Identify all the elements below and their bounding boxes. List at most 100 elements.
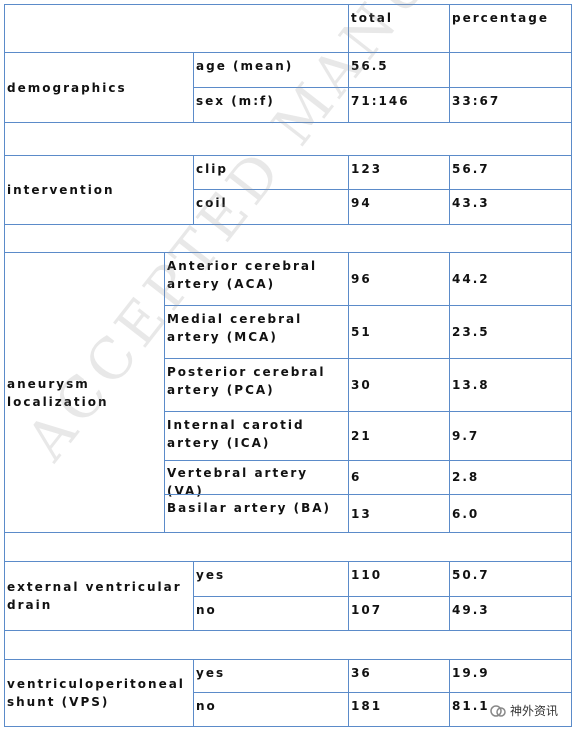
total: 30 bbox=[348, 358, 450, 412]
total: 110 bbox=[348, 561, 450, 597]
percentage: 81.1 bbox=[449, 692, 572, 727]
percentage-text: 81.1 bbox=[452, 699, 490, 713]
total-text: 107 bbox=[351, 603, 383, 617]
row-label: no bbox=[193, 596, 349, 631]
section-label-text: intervention bbox=[7, 183, 115, 197]
total: 181 bbox=[348, 692, 450, 727]
total-text: 110 bbox=[351, 568, 383, 582]
row-label-text: yes bbox=[196, 568, 226, 582]
percentage: 19.9 bbox=[449, 659, 572, 693]
section-label: intervention bbox=[4, 155, 194, 225]
section-label: demographics bbox=[4, 52, 194, 123]
percentage bbox=[449, 52, 572, 88]
percentage: 43.3 bbox=[449, 189, 572, 225]
header-percentage-text: percentage bbox=[452, 11, 550, 25]
percentage: 13.8 bbox=[449, 358, 572, 412]
row-label-text: Posterior cerebral artery (PCA) bbox=[167, 365, 326, 397]
row-label: Anterior cerebral artery (ACA) bbox=[164, 252, 349, 306]
row-label: coil bbox=[193, 189, 349, 225]
section-label-text: external ventricular drain bbox=[7, 580, 182, 612]
percentage-text: 19.9 bbox=[452, 666, 490, 680]
percentage-text: 2.8 bbox=[452, 470, 480, 484]
logo-text: 神外资讯 bbox=[509, 704, 558, 718]
header-blank bbox=[4, 4, 349, 53]
row-label: Posterior cerebral artery (PCA) bbox=[164, 358, 349, 412]
row-label: Medial cerebral artery (MCA) bbox=[164, 305, 349, 359]
percentage-text: 44.2 bbox=[452, 272, 490, 286]
row-label-text: clip bbox=[196, 162, 228, 176]
percentage: 6.0 bbox=[449, 494, 572, 533]
percentage-text: 23.5 bbox=[452, 325, 490, 339]
percentage-text: 6.0 bbox=[452, 506, 480, 521]
logo-icon bbox=[490, 704, 506, 717]
total-text: 51 bbox=[351, 325, 372, 339]
total: 21 bbox=[348, 411, 450, 461]
percentage: 9.7 bbox=[449, 411, 572, 461]
row-label: sex (m:f) bbox=[193, 87, 349, 123]
total: 36 bbox=[348, 659, 450, 693]
percentage: 56.7 bbox=[449, 155, 572, 190]
row-label-text: Medial cerebral artery (MCA) bbox=[167, 312, 303, 344]
row-label-text: sex (m:f) bbox=[196, 94, 275, 108]
total: 123 bbox=[348, 155, 450, 190]
total-text: 71:146 bbox=[351, 94, 410, 108]
total: 13 bbox=[348, 494, 450, 533]
row-label-text: yes bbox=[196, 666, 226, 680]
row-label-text: no bbox=[196, 603, 217, 617]
percentage: 2.8 bbox=[449, 460, 572, 495]
percentage: 33:67 bbox=[449, 87, 572, 123]
total: 94 bbox=[348, 189, 450, 225]
percentage: 49.3 bbox=[449, 596, 572, 631]
row-label: age (mean) bbox=[193, 52, 349, 88]
header-total-text: total bbox=[351, 11, 393, 25]
blank-row bbox=[4, 532, 572, 562]
total: 96 bbox=[348, 252, 450, 306]
row-label-text: Internal carotid artery (ICA) bbox=[167, 418, 305, 450]
row-label-text: Basilar artery (BA) bbox=[167, 501, 332, 515]
total-text: 6 bbox=[351, 470, 362, 484]
row-label: yes bbox=[193, 659, 349, 693]
total: 51 bbox=[348, 305, 450, 359]
percentage-text: 43.3 bbox=[452, 196, 490, 210]
row-label: Vertebral artery (VA) bbox=[164, 460, 349, 498]
row-label: yes bbox=[193, 561, 349, 597]
row-label: Basilar artery (BA) bbox=[164, 494, 349, 533]
percentage-text: 9.7 bbox=[452, 429, 480, 443]
blank-row bbox=[4, 630, 572, 660]
logo: 神外资讯 bbox=[486, 701, 561, 720]
total-text: 13 bbox=[351, 506, 372, 521]
total-text: 96 bbox=[351, 272, 372, 286]
total-text: 21 bbox=[351, 429, 372, 443]
total-text: 123 bbox=[351, 162, 383, 176]
row-label: clip bbox=[193, 155, 349, 190]
percentage-text: 13.8 bbox=[452, 378, 490, 392]
row-label: Internal carotid artery (ICA) bbox=[164, 411, 349, 461]
header-total: total bbox=[348, 4, 450, 53]
total-text: 30 bbox=[351, 378, 372, 392]
total-text: 36 bbox=[351, 666, 372, 680]
section-label: external ventricular drain bbox=[4, 561, 194, 631]
blank-row bbox=[4, 122, 572, 156]
total-text: 94 bbox=[351, 196, 372, 210]
header-percentage: percentage bbox=[449, 4, 572, 53]
percentage-text: 56.7 bbox=[452, 162, 490, 176]
total-text: 181 bbox=[351, 699, 383, 713]
section-label: aneurysm localization bbox=[4, 252, 165, 533]
total-text: 56.5 bbox=[351, 59, 389, 73]
percentage: 23.5 bbox=[449, 305, 572, 359]
blank-row bbox=[4, 224, 572, 253]
row-label-text: age (mean) bbox=[196, 59, 294, 73]
row-label: no bbox=[193, 692, 349, 727]
percentage-text: 49.3 bbox=[452, 603, 490, 617]
total: 71:146 bbox=[348, 87, 450, 123]
section-label-text: ventriculoperitoneal shunt (VPS) bbox=[7, 677, 185, 709]
total: 107 bbox=[348, 596, 450, 631]
total: 56.5 bbox=[348, 52, 450, 88]
percentage: 44.2 bbox=[449, 252, 572, 306]
row-label-text: coil bbox=[196, 196, 228, 210]
section-label-text: aneurysm localization bbox=[7, 376, 109, 409]
section-label-text: demographics bbox=[7, 80, 127, 95]
percentage-text: 50.7 bbox=[452, 568, 490, 582]
row-label-text: Anterior cerebral artery (ACA) bbox=[167, 259, 318, 291]
